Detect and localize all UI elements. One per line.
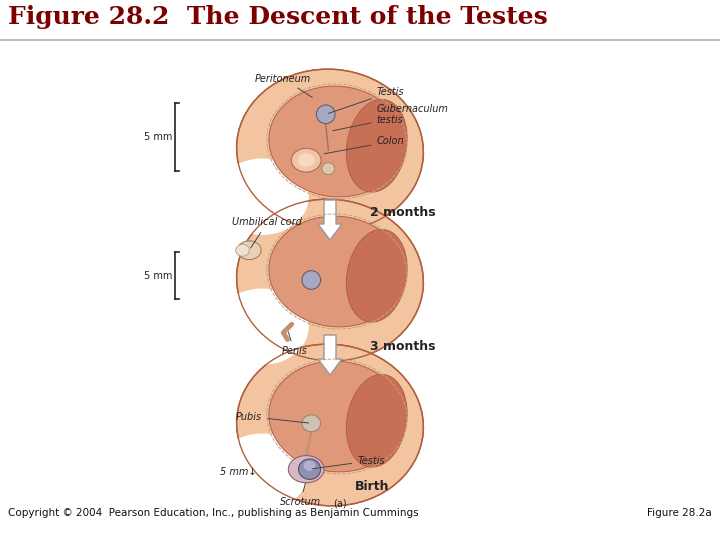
Ellipse shape [304, 461, 315, 471]
Ellipse shape [215, 159, 309, 235]
Ellipse shape [297, 153, 315, 167]
Text: Umbilical cord: Umbilical cord [233, 217, 302, 248]
FancyArrow shape [318, 335, 342, 375]
Ellipse shape [235, 244, 249, 256]
Text: Testis: Testis [328, 87, 405, 113]
Ellipse shape [322, 163, 335, 174]
Ellipse shape [292, 148, 321, 172]
Ellipse shape [237, 344, 423, 506]
Ellipse shape [346, 230, 407, 322]
Text: Testis: Testis [312, 456, 384, 469]
Bar [0, 40, 720, 520]
Ellipse shape [269, 216, 405, 327]
Text: Figure 28.2  The Descent of the Testes: Figure 28.2 The Descent of the Testes [8, 5, 548, 29]
Ellipse shape [302, 271, 320, 289]
Ellipse shape [269, 86, 405, 197]
Ellipse shape [215, 434, 309, 510]
Ellipse shape [316, 105, 335, 124]
Bar [0, 0, 720, 40]
Text: Colon: Colon [324, 137, 405, 154]
Ellipse shape [302, 415, 320, 432]
Text: Scrotum: Scrotum [279, 483, 321, 507]
Text: 3 months: 3 months [370, 340, 436, 353]
Ellipse shape [237, 199, 423, 361]
Ellipse shape [237, 69, 423, 231]
Text: 5 mm↓: 5 mm↓ [220, 467, 256, 477]
Text: Gubernaculum
testis: Gubernaculum testis [333, 104, 449, 131]
Ellipse shape [215, 288, 309, 365]
Text: (a): (a) [333, 498, 347, 508]
Bar [0, 40, 720, 520]
Ellipse shape [299, 459, 320, 480]
Text: 5 mm: 5 mm [143, 132, 172, 142]
Text: Penis: Penis [282, 332, 307, 356]
Ellipse shape [238, 241, 261, 260]
Text: Birth: Birth [355, 481, 390, 494]
Ellipse shape [346, 374, 407, 467]
Text: 5 mm: 5 mm [143, 271, 172, 281]
Text: Peritoneum: Peritoneum [255, 73, 312, 98]
Ellipse shape [346, 99, 407, 192]
Text: Figure 28.2a: Figure 28.2a [647, 508, 712, 518]
Text: Copyright © 2004  Pearson Education, Inc., publishing as Benjamin Cummings: Copyright © 2004 Pearson Education, Inc.… [8, 508, 418, 518]
Ellipse shape [269, 361, 405, 472]
Text: 2 months: 2 months [370, 206, 436, 219]
FancyArrow shape [318, 200, 342, 240]
Ellipse shape [288, 456, 324, 483]
Text: Pubis: Pubis [236, 411, 309, 423]
